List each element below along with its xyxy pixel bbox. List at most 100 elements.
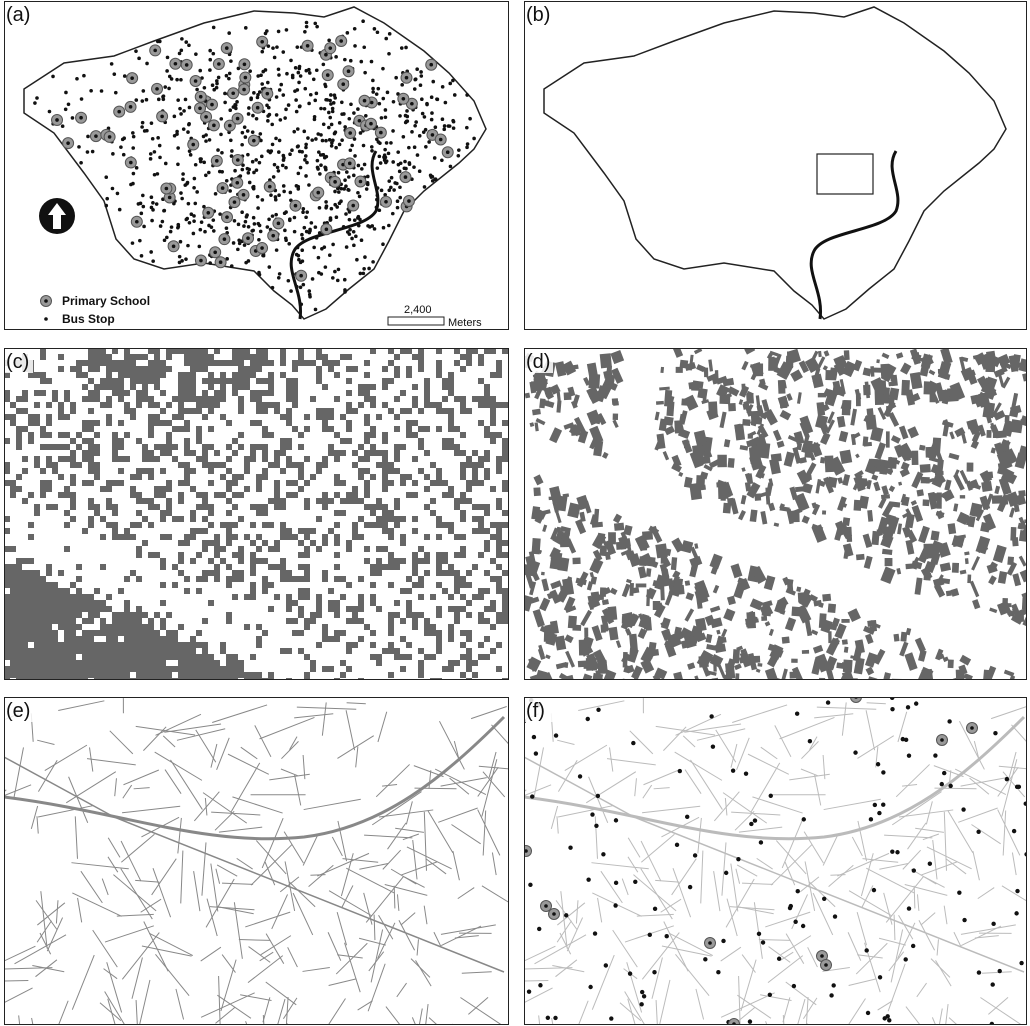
raster-cell	[502, 618, 508, 624]
raster-cell	[118, 612, 124, 618]
raster-cell	[334, 600, 340, 606]
raster-cell	[136, 672, 142, 678]
bus-stop	[324, 139, 328, 143]
raster-cell	[466, 660, 472, 666]
bus-stop	[91, 150, 95, 154]
raster-cell	[424, 384, 430, 390]
raster-cell	[250, 564, 256, 570]
school-center	[407, 199, 411, 203]
building	[622, 584, 631, 598]
raster-cell	[382, 438, 388, 444]
raster-cell	[370, 594, 376, 600]
raster-cell	[226, 660, 232, 666]
raster-cell	[322, 498, 328, 504]
school-center	[439, 138, 443, 142]
road	[642, 933, 679, 980]
raster-cell	[178, 384, 184, 390]
raster-cell	[442, 480, 448, 486]
raster-cell	[202, 528, 208, 534]
building	[964, 551, 969, 555]
raster-cell	[70, 408, 76, 414]
building	[886, 431, 890, 447]
bus-stop	[335, 215, 339, 219]
bus-stop	[340, 112, 344, 116]
raster-cell	[460, 474, 466, 480]
raster-cell	[502, 606, 508, 612]
raster-cell	[34, 636, 40, 642]
raster-cell	[208, 504, 214, 510]
raster-cell	[124, 600, 130, 606]
raster-cell	[28, 432, 34, 438]
bus-stop	[338, 121, 342, 125]
raster-cell	[220, 648, 226, 654]
bus-stop	[244, 26, 248, 30]
raster-cell	[202, 354, 208, 360]
road	[15, 935, 66, 964]
building	[728, 458, 735, 468]
bus-stop	[149, 152, 153, 156]
raster-cell	[124, 432, 130, 438]
road	[627, 962, 642, 1012]
raster-cell	[202, 666, 208, 672]
raster-cell	[346, 390, 352, 396]
raster-cell	[454, 570, 460, 576]
raster-cell	[436, 366, 442, 372]
bus-stop	[223, 92, 227, 96]
raster-cell	[364, 450, 370, 456]
road	[356, 747, 358, 768]
road	[586, 772, 636, 803]
raster-cell	[124, 624, 130, 630]
bus-stop	[145, 62, 149, 66]
raster-cell	[412, 354, 418, 360]
raster-cell	[406, 420, 412, 426]
bus-stop	[375, 92, 379, 96]
raster-cell	[340, 414, 346, 420]
bus-stop	[179, 191, 183, 195]
raster-cell	[184, 420, 190, 426]
raster-cell	[208, 672, 214, 678]
raster-cell	[82, 372, 88, 378]
raster-cell	[406, 492, 412, 498]
raster-cell	[202, 642, 208, 648]
raster-cell	[190, 660, 196, 666]
raster-cell	[412, 492, 418, 498]
raster-cell	[118, 534, 124, 540]
raster-cell	[262, 354, 268, 360]
raster-cell	[40, 468, 46, 474]
raster-cell	[316, 378, 322, 384]
raster-cell	[394, 498, 400, 504]
raster-cell	[100, 486, 106, 492]
raster-cell	[22, 654, 28, 660]
raster-cell	[10, 570, 16, 576]
bus-stop	[395, 182, 399, 186]
raster-cell	[112, 378, 118, 384]
building	[893, 634, 899, 642]
bus-stop	[257, 238, 261, 242]
bus-stop	[322, 122, 326, 126]
raster-cell	[448, 570, 454, 576]
raster-cell	[478, 504, 484, 510]
building	[960, 495, 965, 498]
raster-cell	[478, 552, 484, 558]
raster-cell	[292, 534, 298, 540]
bus-stop	[247, 225, 251, 229]
bus-stop	[169, 230, 173, 234]
raster-cell	[46, 564, 52, 570]
raster-cell	[244, 372, 250, 378]
bus-stop	[319, 133, 323, 137]
raster-cell	[142, 666, 148, 672]
raster-cell	[52, 504, 58, 510]
raster-cell	[28, 660, 34, 666]
bus-stop	[330, 141, 334, 145]
raster-cell	[160, 510, 166, 516]
raster-cell	[112, 456, 118, 462]
raster-cell	[88, 408, 94, 414]
road	[451, 824, 480, 843]
raster-cell	[82, 642, 88, 648]
building	[847, 678, 858, 691]
bus-stop	[534, 751, 538, 755]
building	[589, 558, 603, 574]
bus-stop	[427, 140, 431, 144]
road	[454, 741, 458, 758]
raster-cell	[232, 594, 238, 600]
